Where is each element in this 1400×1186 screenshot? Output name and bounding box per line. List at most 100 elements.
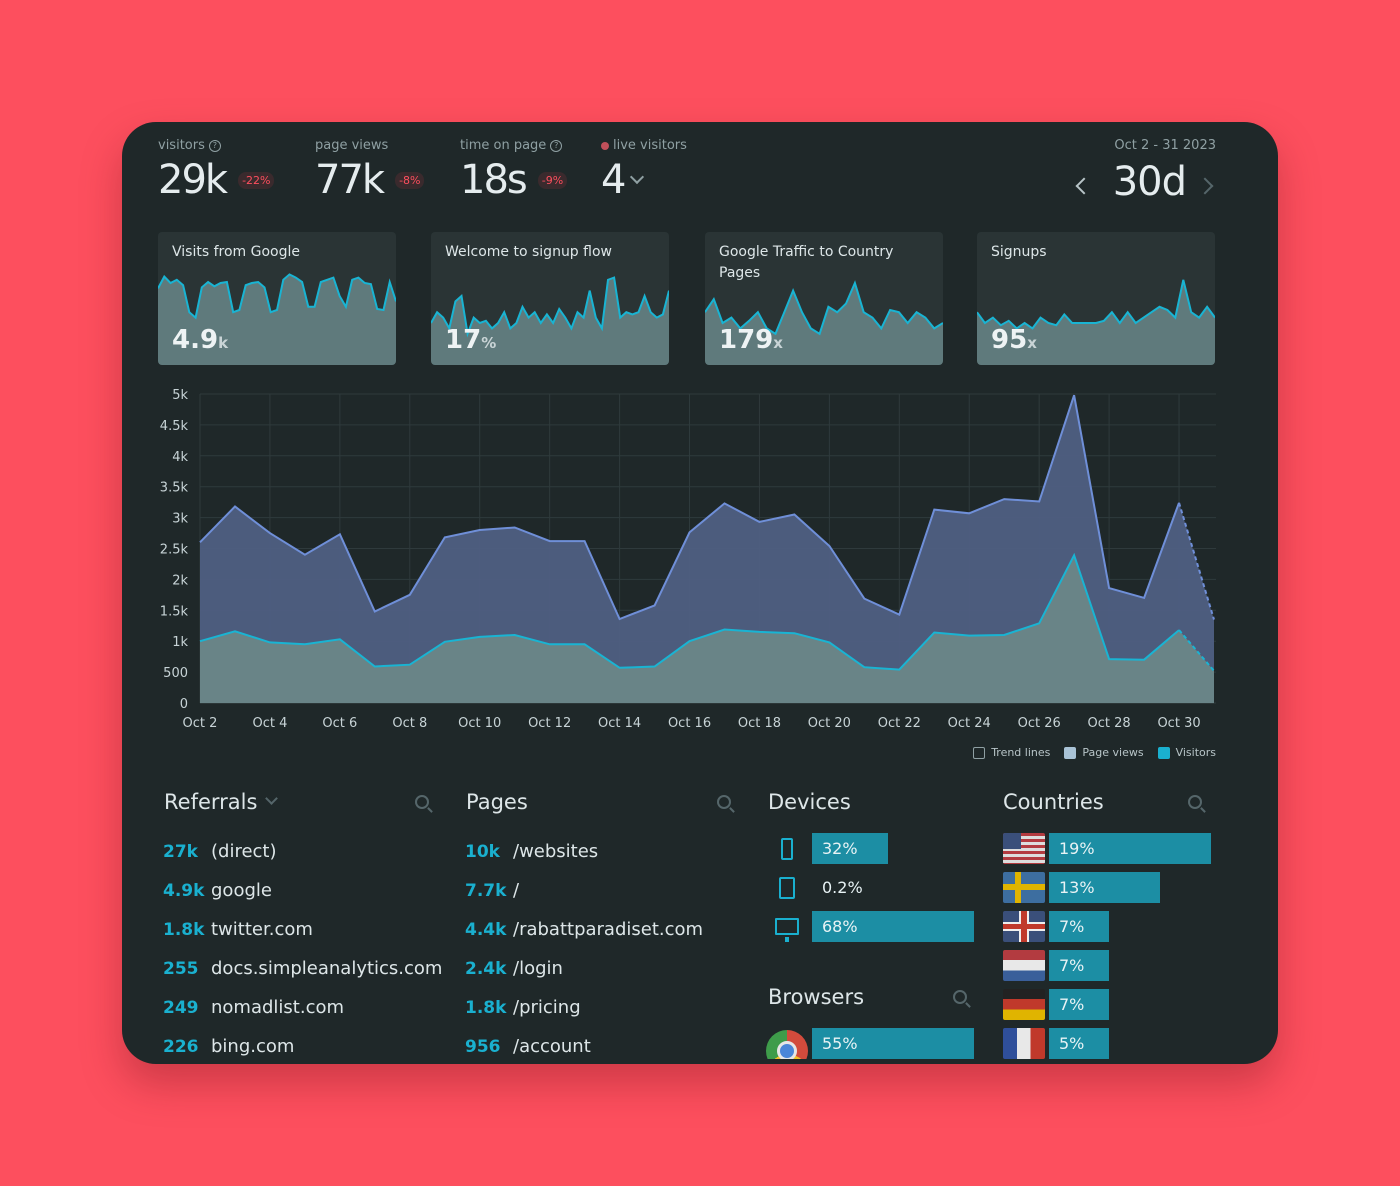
card-unit: % bbox=[481, 334, 497, 352]
y-tick-label: 3k bbox=[172, 512, 188, 527]
y-tick-label: 500 bbox=[163, 666, 188, 681]
country-row[interactable]: 13% bbox=[1003, 872, 1160, 903]
legend-label: Visitors bbox=[1175, 746, 1216, 759]
list-item[interactable]: 226 bing.com bbox=[163, 1027, 442, 1064]
browser-row[interactable]: 55% bbox=[766, 1028, 974, 1059]
item-name: bing.com bbox=[211, 1036, 295, 1057]
browser-share-bar: 55% bbox=[812, 1028, 974, 1059]
sparkline-area bbox=[705, 283, 943, 365]
goal-card-signups[interactable]: Signups 95x bbox=[977, 232, 1215, 365]
device-row[interactable]: 0.2% bbox=[766, 872, 872, 903]
visitors-delta-badge: -22% bbox=[238, 171, 275, 189]
chevron-down-icon[interactable] bbox=[265, 791, 279, 805]
goal-card-signup-flow[interactable]: Welcome to signup flow 17% bbox=[431, 232, 669, 365]
checkbox-checked-icon[interactable] bbox=[1157, 746, 1170, 759]
country-share-bar: 7% bbox=[1049, 950, 1109, 981]
list-item[interactable]: 10k/websites bbox=[465, 832, 703, 871]
tablet-icon bbox=[766, 872, 808, 903]
time-on-page-stat[interactable]: time on page? 18s -9% bbox=[460, 138, 568, 203]
series-line-partial bbox=[1178, 629, 1215, 672]
country-row[interactable]: 7% bbox=[1003, 989, 1109, 1020]
series-line bbox=[199, 552, 1180, 671]
previous-period-icon[interactable] bbox=[1075, 177, 1093, 195]
country-row[interactable]: 19% bbox=[1003, 833, 1211, 864]
item-count: 7.7k bbox=[465, 880, 507, 901]
x-tick-label: Oct 24 bbox=[948, 716, 991, 731]
country-row[interactable]: 7% bbox=[1003, 950, 1109, 981]
section-title: Browsers bbox=[768, 985, 865, 1009]
main-area-chart[interactable]: 0 500 1k 1.5k 2k 2.5k 3k 3.5k 4k 4.5k 5k Oct 2 Oct 4… bbox=[122, 382, 1278, 742]
list-item[interactable]: 7.7k / bbox=[465, 871, 703, 910]
section-title: Referrals bbox=[164, 790, 258, 814]
help-icon[interactable]: ? bbox=[550, 139, 563, 152]
series-line-partial bbox=[1178, 502, 1215, 620]
goal-card-google-visits[interactable]: Visits from Google 4.9k bbox=[158, 232, 396, 365]
list-item[interactable]: 4.9k google bbox=[163, 871, 442, 910]
sparkline-area bbox=[431, 277, 669, 365]
referrals-title[interactable]: Referrals bbox=[164, 790, 279, 814]
checkbox-icon[interactable] bbox=[973, 746, 986, 759]
search-icon[interactable] bbox=[717, 795, 731, 809]
item-name: nomadlist.com bbox=[211, 997, 345, 1018]
pageviews-stat[interactable]: page views 77k -8% bbox=[315, 138, 425, 203]
chevron-down-icon[interactable] bbox=[630, 169, 645, 185]
search-icon[interactable] bbox=[415, 795, 429, 809]
x-tick-label: Oct 26 bbox=[1018, 716, 1061, 731]
country-share-bar: 7% bbox=[1049, 911, 1109, 942]
country-row[interactable]: 5% bbox=[1003, 1028, 1109, 1059]
next-period-icon[interactable] bbox=[1196, 177, 1214, 195]
legend-page-views[interactable]: Page views bbox=[1064, 746, 1144, 759]
y-tick-label: 3.5k bbox=[160, 481, 189, 496]
sparkline bbox=[977, 279, 1215, 365]
browsers-title: Browsers bbox=[768, 985, 864, 1009]
item-name: google bbox=[211, 880, 272, 901]
x-tick-label: Oct 4 bbox=[252, 716, 287, 731]
period-selector[interactable]: 30d bbox=[1112, 159, 1187, 205]
item-count: 956 bbox=[465, 1036, 501, 1057]
legend-visitors[interactable]: Visitors bbox=[1157, 746, 1216, 759]
legend-trend-lines[interactable]: Trend lines bbox=[973, 746, 1050, 759]
device-row[interactable]: 68% bbox=[766, 911, 974, 942]
list-item[interactable]: 27k (direct) bbox=[163, 832, 442, 871]
country-share-bar: 19% bbox=[1049, 833, 1211, 864]
series-area bbox=[200, 395, 1214, 703]
help-icon[interactable]: ? bbox=[208, 139, 221, 152]
list-item[interactable]: 249 nomadlist.com bbox=[163, 988, 442, 1027]
se-flag-icon bbox=[1003, 872, 1045, 903]
item-count: 4.4k bbox=[465, 919, 507, 940]
search-icon[interactable] bbox=[1188, 795, 1202, 809]
list-item[interactable]: 956/account bbox=[465, 1027, 703, 1064]
device-row[interactable]: 32% bbox=[766, 833, 889, 864]
country-share-bar: 13% bbox=[1049, 872, 1160, 903]
country-share-bar: 5% bbox=[1049, 1028, 1109, 1059]
visitors-stat[interactable]: visitors? 29k -22% bbox=[158, 138, 275, 203]
live-visitors-stat[interactable]: live visitors 4 bbox=[601, 138, 687, 203]
x-tick-label: Oct 2 bbox=[183, 716, 218, 731]
sparkline-area bbox=[158, 274, 396, 365]
device-share-bar: 32% bbox=[812, 833, 889, 864]
sparkline bbox=[158, 273, 396, 365]
checkbox-checked-icon[interactable] bbox=[1064, 746, 1077, 759]
search-icon[interactable] bbox=[953, 990, 967, 1004]
item-count: 10k bbox=[465, 841, 500, 862]
time-on-page-value: 18s bbox=[460, 157, 528, 203]
item-count: 1.8k bbox=[163, 919, 205, 940]
list-item[interactable]: 4.4k/rabattparadiset.com bbox=[465, 910, 703, 949]
card-unit: x bbox=[773, 334, 783, 352]
card-title: Signups bbox=[991, 244, 1047, 260]
goal-card-google-country[interactable]: Google Traffic to Country Pages 179x bbox=[705, 232, 943, 365]
list-item[interactable]: 2.4k/login bbox=[465, 949, 703, 988]
country-row[interactable]: 7% bbox=[1003, 911, 1109, 942]
list-item[interactable]: 255 docs.simpleanalytics.com bbox=[163, 949, 442, 988]
item-name: docs.simpleanalytics.com bbox=[211, 958, 443, 979]
list-item[interactable]: 1.8k twitter.com bbox=[163, 910, 442, 949]
sparkline bbox=[431, 276, 669, 365]
x-tick-label: Oct 20 bbox=[808, 716, 851, 731]
y-tick-label: 5k bbox=[172, 388, 188, 403]
device-share-bar: 0.2% bbox=[822, 878, 863, 897]
time-on-page-delta-badge: -9% bbox=[537, 171, 568, 189]
card-title: Welcome to signup flow bbox=[445, 244, 612, 260]
card-unit: x bbox=[1027, 334, 1037, 352]
y-tick-label: 1k bbox=[172, 635, 188, 650]
list-item[interactable]: 1.8k/pricing bbox=[465, 988, 703, 1027]
